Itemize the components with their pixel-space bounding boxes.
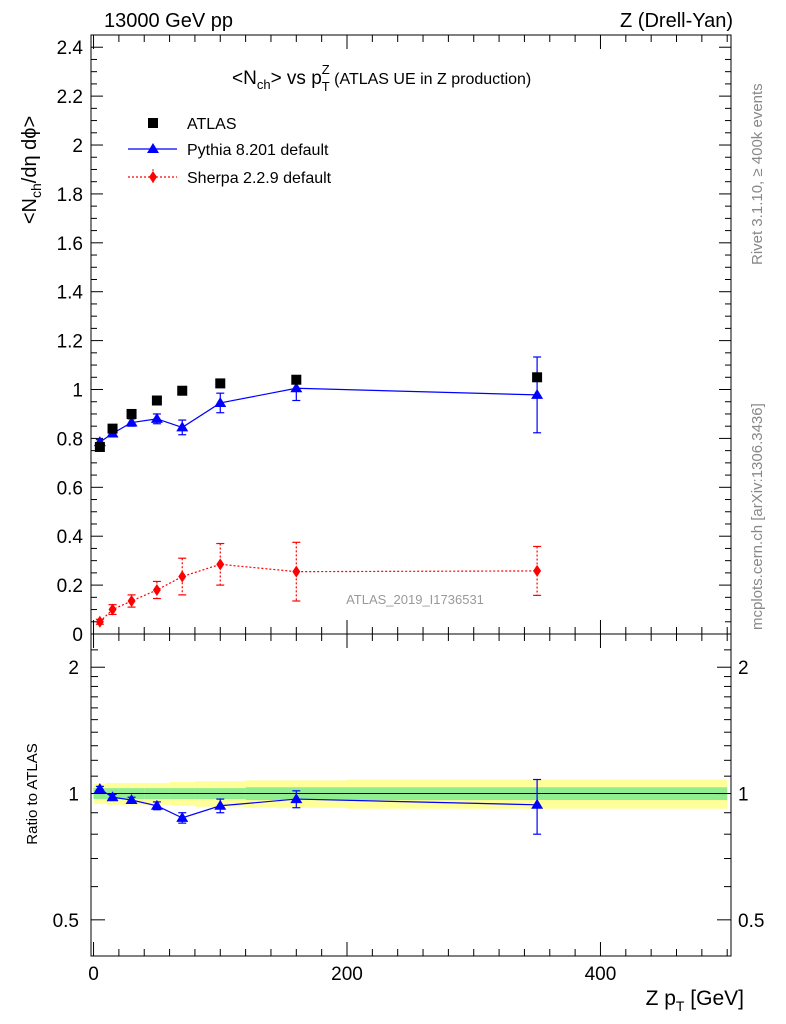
atlas-point (291, 374, 302, 385)
y-tick-label-main: 2.4 (57, 38, 84, 59)
y-tick-label-main: 1 (72, 381, 83, 402)
legend-pythia-label: Pythia 8.201 default (187, 142, 329, 159)
sherpa-point (178, 570, 187, 583)
header-right: Z (Drell-Yan) (620, 10, 733, 32)
atlas-point (126, 408, 137, 419)
atlas-point (94, 441, 105, 452)
x-axis-label: Z pT [GeV] (646, 987, 744, 1014)
x-tick-label: 200 (331, 964, 363, 985)
legend-atlas-label: ATLAS (187, 116, 237, 133)
legend-sherpa-label: Sherpa 2.2.9 default (187, 170, 332, 187)
atlas-point (215, 378, 226, 389)
sherpa-point (152, 583, 161, 596)
x-tick-label: 0 (88, 964, 99, 985)
y-tick-label-main: 2.2 (57, 87, 83, 108)
sherpa-point (533, 564, 542, 577)
atlas-point (151, 395, 162, 406)
ratio-pythia-point (150, 799, 163, 810)
sherpa-point (95, 615, 104, 628)
y-tick-label-main: 0.6 (57, 478, 83, 499)
ratio-y-tick-label-left: 1 (68, 785, 79, 806)
pythia-point (176, 421, 189, 432)
ratio-pythia-point (214, 799, 227, 810)
ratio-y-tick-label-right: 1 (738, 785, 749, 806)
sherpa-line (99, 563, 538, 623)
atlas-point (107, 423, 118, 434)
analysis-watermark: ATLAS_2019_I1736531 (346, 592, 484, 607)
y-axis-label-ratio: Ratio to ATLAS (24, 743, 41, 844)
sherpa-point (216, 558, 225, 571)
ratio-pythia-point (106, 791, 119, 802)
y-tick-label-main: 0.8 (57, 429, 83, 450)
pythia-line (99, 387, 538, 443)
pythia-point (150, 412, 163, 423)
legend-pythia-marker (147, 143, 159, 153)
atlas-point (532, 372, 543, 383)
legend-sherpa-marker (149, 171, 157, 183)
sherpa-point (127, 594, 136, 607)
ratio-y-tick-label-left: 2 (68, 658, 79, 679)
y-tick-label-main: 0.2 (57, 576, 83, 597)
sherpa-point (108, 603, 117, 616)
header-left: 13000 GeV pp (104, 10, 233, 32)
pythia-point (125, 416, 138, 427)
y-tick-label-main: 0.4 (57, 527, 84, 548)
plot-title: <Nch> vs pZ T (ATLAS UE in Z production) (232, 62, 531, 94)
y-tick-label-main: 1.2 (57, 332, 83, 353)
legend-atlas-marker (148, 118, 158, 128)
pythia-point (214, 396, 227, 407)
y-axis-label-main: <Nch/dη dϕ> (19, 116, 44, 224)
ratio-pythia-point (290, 793, 303, 804)
axis-ticks (91, 34, 731, 956)
mcplots-label: mcplots.cern.ch [arXiv:1306.3436] (749, 403, 766, 630)
tick-labels: 0 0.2 0.4 0.6 0.8 1 1.2 1.4 1.6 1.8 2 2.2 2.4 0 200 400… (53, 38, 765, 985)
ratio-pythia-point (125, 794, 138, 805)
y-tick-label-main: 1.4 (57, 283, 84, 304)
ratio-panel-frame (90, 633, 732, 957)
y-tick-label-main: 1.6 (57, 234, 83, 255)
x-tick-label: 400 (585, 964, 617, 985)
ratio-pythia-point (531, 798, 544, 809)
pythia-point (531, 388, 544, 399)
y-tick-label-main: 2 (72, 136, 83, 157)
ratio-y-tick-label-right: 0.5 (738, 911, 764, 932)
ratio-pythia-point (93, 783, 106, 794)
y-tick-label-main: 1.8 (57, 185, 83, 206)
legend: ATLAS Pythia 8.201 default Sherpa 2.2.9 … (128, 116, 332, 187)
rivet-label: Rivet 3.1.10, ≥ 400k events (749, 83, 766, 265)
data-series (93, 356, 544, 835)
pythia-point (290, 382, 303, 393)
y-tick-label-main: 0 (72, 625, 83, 646)
ratio-pythia-point (176, 811, 189, 822)
ratio-bands (91, 779, 731, 809)
atlas-point (177, 385, 188, 396)
ratio-y-tick-label-left: 0.5 (53, 911, 79, 932)
sherpa-point (292, 565, 301, 578)
ratio-y-tick-label-right: 2 (738, 658, 749, 679)
